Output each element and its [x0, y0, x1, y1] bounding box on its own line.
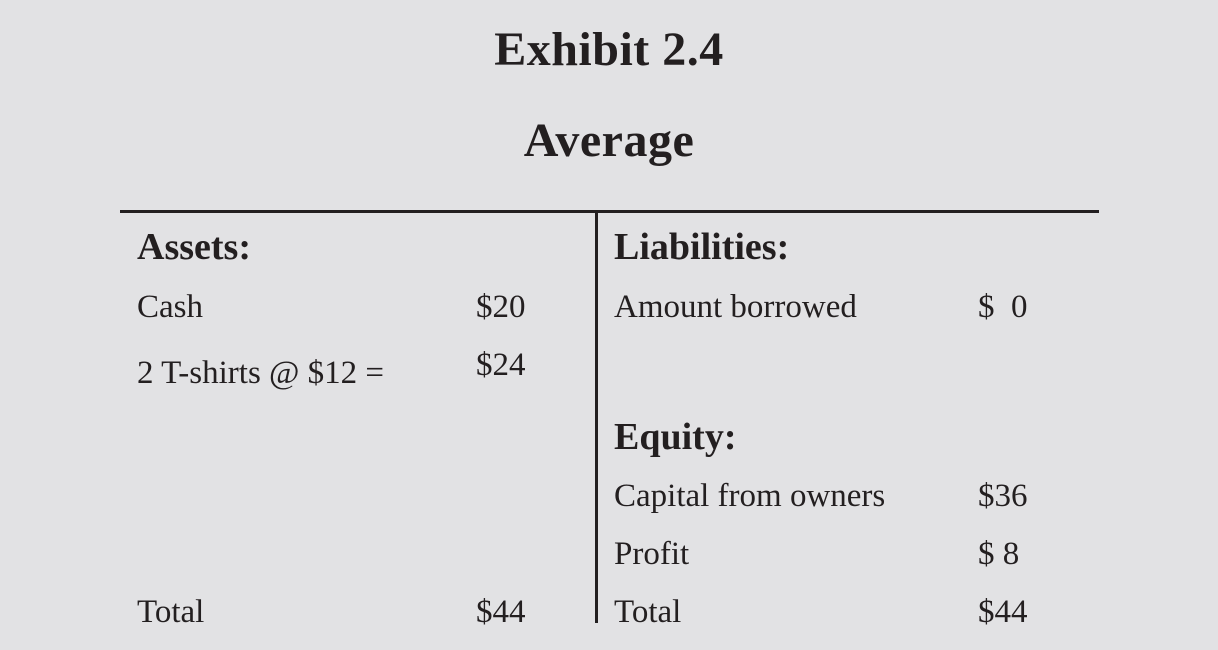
asset-value-tshirts: $24 [476, 347, 526, 383]
equity-label-profit: Profit [614, 536, 690, 572]
equity-value-capital: $36 [978, 478, 1028, 514]
t-account-divider [595, 210, 598, 623]
asset-label-cash: Cash [137, 289, 203, 325]
liabilities-heading: Liabilities: [614, 226, 790, 268]
assets-heading: Assets: [137, 226, 251, 268]
equity-total-label: Total [614, 594, 682, 630]
assets-total-value: $44 [476, 594, 526, 630]
equity-label-capital: Capital from owners [614, 478, 886, 514]
equity-heading: Equity: [614, 416, 737, 458]
liability-value-borrowed: $ 0 [978, 289, 1028, 325]
equity-value-profit: $ 8 [978, 536, 1020, 572]
t-account-top-rule [120, 210, 1099, 213]
exhibit-subtitle: Average [523, 114, 695, 167]
assets-total-label: Total [137, 594, 205, 630]
exhibit-title: Exhibit 2.4 [494, 23, 724, 76]
asset-value-cash: $20 [476, 289, 526, 325]
liability-label-borrowed: Amount borrowed [614, 289, 857, 325]
asset-label-tshirts: 2 T-shirts @ $12 = [137, 355, 385, 391]
equity-total-value: $44 [978, 594, 1028, 630]
